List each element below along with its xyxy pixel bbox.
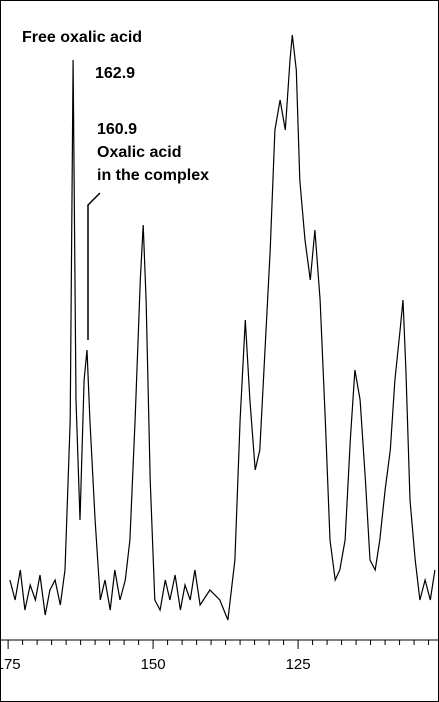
x-tick-label: 175: [0, 656, 21, 673]
annotation: 162.9: [95, 65, 135, 82]
annotation: Free oxalic acid: [22, 29, 142, 46]
x-tick-label: 150: [141, 656, 166, 673]
pointer: [87, 192, 101, 340]
annotation: 160.9: [97, 121, 137, 138]
x-tick-label: 125: [286, 656, 311, 673]
annotation: Oxalic acid: [97, 144, 182, 161]
spectrum-line: [9, 34, 436, 621]
annotation: in the complex: [97, 167, 209, 184]
